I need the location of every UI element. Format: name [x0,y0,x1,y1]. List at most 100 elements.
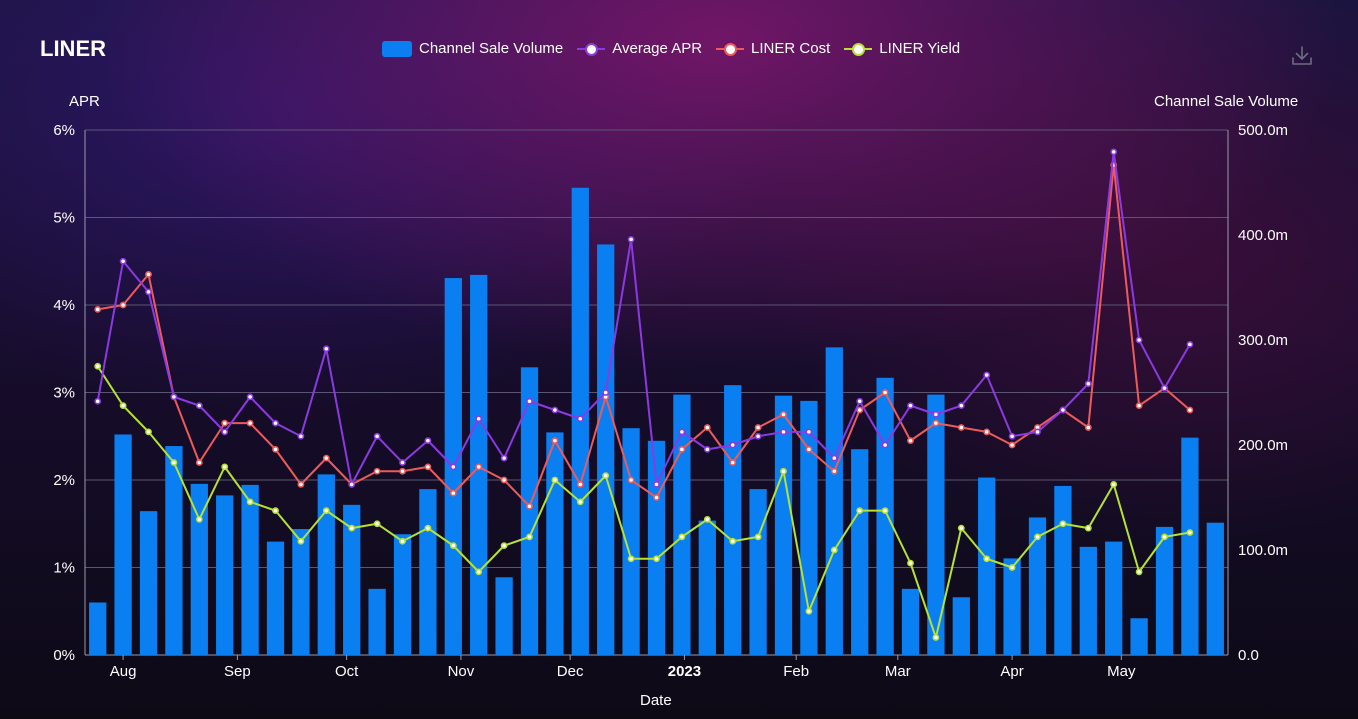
legend-bar-swatch [382,40,412,57]
point-average-apr [678,428,686,436]
line-average-apr [96,150,1191,486]
bar-channel-sale-volume [876,377,894,655]
point-liner-yield [94,362,102,370]
bar-channel-sale-volume [1079,546,1097,655]
point-average-apr [576,415,584,423]
bar-channel-sale-volume [698,520,716,655]
point-liner-cost [424,463,432,471]
point-average-apr [272,419,279,427]
bar-channel-sale-volume [216,495,234,655]
bar-channel-sale-volume [139,511,158,655]
y-left-tick-label: 6% [53,122,75,139]
point-liner-yield [881,507,889,515]
legend-line-swatch [844,42,873,56]
legend-line-swatch [577,42,606,56]
legend-item-liner-cost[interactable]: LINER Cost [716,40,830,57]
point-liner-yield [119,402,127,410]
point-liner-cost [272,445,279,453]
point-liner-cost [297,480,305,488]
point-average-apr [551,406,559,414]
point-liner-cost [983,428,991,436]
point-liner-cost [475,463,483,471]
point-liner-yield [678,533,686,541]
bar-channel-sale-volume [368,588,386,655]
point-liner-yield [729,537,737,545]
point-liner-yield [805,607,813,615]
point-liner-cost [1186,406,1194,414]
x-tick-label: Nov [448,663,475,680]
point-average-apr [348,480,356,488]
point-liner-cost [1084,424,1092,431]
point-liner-cost [1008,441,1016,449]
x-tick-label: Dec [557,663,584,680]
point-liner-cost [221,419,229,427]
bar-channel-sale-volume [317,474,335,655]
point-average-apr [424,437,432,445]
point-liner-yield [703,515,711,523]
x-tick-label: Feb [783,663,809,680]
download-icon[interactable] [1290,44,1314,68]
legend-item-channel-sale-volume[interactable]: Channel Sale Volume [382,40,563,57]
bar-channel-sale-volume [901,588,920,655]
right-axis-label: Channel Sale Volume [1154,93,1299,110]
x-tick-label: 2023 [668,663,701,680]
bar-channel-sale-volume [546,432,564,655]
point-average-apr [602,389,610,396]
point-liner-cost [399,467,406,475]
point-average-apr [780,428,787,436]
y-right-tick-label: 500.0m [1238,122,1288,139]
point-liner-yield [500,542,508,550]
point-liner-yield [272,507,279,515]
point-liner-cost [246,419,254,427]
point-liner-cost [805,445,813,453]
point-liner-yield [297,537,305,545]
bar-channel-sale-volume [393,534,412,655]
point-liner-yield [348,524,356,532]
point-liner-cost [119,301,127,309]
point-liner-cost [145,270,152,278]
point-liner-yield [754,533,762,541]
point-average-apr [881,441,889,449]
point-liner-cost [856,406,864,414]
left-axis-label: APR [69,93,100,110]
bar-channel-sale-volume [1028,517,1047,655]
point-liner-yield [246,498,254,506]
point-liner-yield [576,498,584,506]
bar-channel-sale-volume [292,529,310,655]
bar-channel-sale-volume [724,385,742,655]
point-average-apr [449,463,457,471]
point-liner-yield [932,634,940,641]
point-liner-cost [830,467,838,475]
legend-item-liner-yield[interactable]: LINER Yield [844,40,960,57]
point-liner-yield [195,515,203,523]
y-left-tick-label: 2% [53,472,75,489]
point-liner-yield [424,524,432,532]
y-right-tick-label: 100.0m [1238,542,1288,559]
point-liner-cost [703,424,711,431]
point-average-apr [195,402,203,410]
point-liner-yield [221,463,229,471]
y-left-tick-label: 0% [53,647,75,664]
point-liner-cost [526,502,533,510]
bar-channel-sale-volume [343,504,361,655]
bar-channel-sale-volume [927,394,945,655]
x-tick-label: Aug [110,663,137,680]
bar-channel-sale-volume [1003,558,1021,655]
y-right-tick-label: 200.0m [1238,437,1288,454]
point-liner-cost [780,410,787,418]
bar-channel-sale-volume [419,489,437,655]
bar-channel-sale-volume [114,434,132,655]
point-average-apr [475,415,483,423]
point-liner-yield [1135,568,1143,576]
line-liner-yield [96,365,1191,639]
point-liner-yield [475,568,483,576]
point-average-apr [1059,406,1067,414]
bar-channel-sale-volume [165,446,183,655]
point-average-apr [373,432,381,440]
legend-item-average-apr[interactable]: Average APR [577,40,702,57]
point-liner-yield [957,524,965,532]
point-liner-yield [322,507,330,515]
point-liner-cost [957,424,965,431]
x-tick-label: Mar [885,663,911,680]
